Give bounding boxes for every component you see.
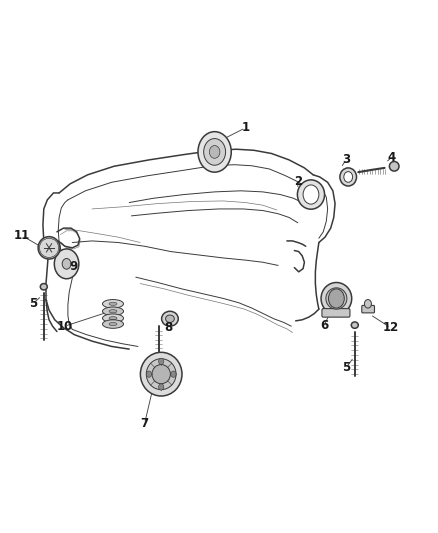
Ellipse shape — [297, 180, 325, 209]
Circle shape — [198, 132, 231, 172]
FancyBboxPatch shape — [362, 305, 374, 313]
Circle shape — [204, 139, 226, 165]
Text: 5: 5 — [342, 361, 350, 374]
Text: 2: 2 — [294, 175, 302, 188]
FancyBboxPatch shape — [322, 309, 350, 317]
Ellipse shape — [109, 310, 117, 313]
Ellipse shape — [109, 322, 117, 326]
Ellipse shape — [102, 320, 124, 328]
Text: 3: 3 — [342, 154, 350, 166]
Circle shape — [171, 371, 176, 377]
Ellipse shape — [166, 315, 174, 322]
Circle shape — [344, 172, 353, 182]
Text: 10: 10 — [57, 320, 73, 333]
Circle shape — [364, 300, 371, 308]
Ellipse shape — [351, 322, 358, 328]
Ellipse shape — [340, 168, 357, 186]
Text: 11: 11 — [14, 229, 30, 242]
Circle shape — [328, 289, 344, 308]
Text: 6: 6 — [320, 319, 328, 332]
Ellipse shape — [109, 317, 117, 320]
Ellipse shape — [40, 284, 47, 290]
Circle shape — [159, 358, 164, 365]
Ellipse shape — [140, 352, 182, 396]
Ellipse shape — [389, 161, 399, 171]
Ellipse shape — [321, 282, 352, 314]
Text: 7: 7 — [141, 417, 148, 430]
Circle shape — [159, 384, 164, 390]
Ellipse shape — [162, 311, 178, 326]
Ellipse shape — [326, 288, 347, 309]
Circle shape — [62, 259, 71, 269]
Ellipse shape — [146, 359, 176, 390]
Ellipse shape — [109, 302, 117, 305]
Text: 12: 12 — [382, 321, 399, 334]
Text: 1: 1 — [241, 122, 249, 134]
Text: 4: 4 — [388, 151, 396, 164]
Circle shape — [146, 371, 152, 377]
Text: 5: 5 — [29, 297, 37, 310]
Circle shape — [303, 185, 319, 204]
Ellipse shape — [38, 237, 60, 259]
Circle shape — [209, 146, 220, 158]
Ellipse shape — [102, 307, 124, 316]
Circle shape — [54, 249, 79, 279]
Text: 8: 8 — [165, 321, 173, 334]
Ellipse shape — [102, 314, 124, 322]
Text: 9: 9 — [70, 260, 78, 273]
Ellipse shape — [152, 365, 170, 384]
Ellipse shape — [102, 300, 124, 308]
